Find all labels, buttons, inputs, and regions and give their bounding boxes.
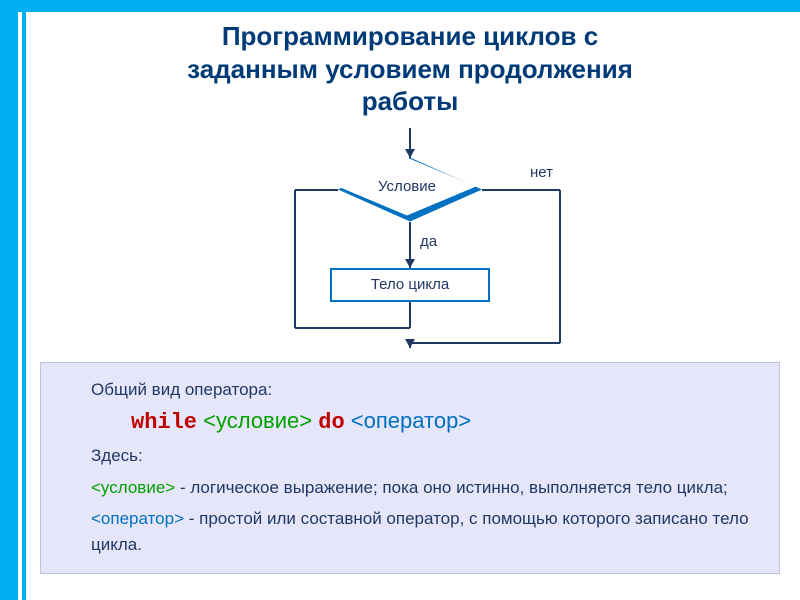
flow-line (295, 189, 338, 191)
title-line1: Программирование циклов с (222, 21, 598, 51)
do-keyword: do (318, 410, 344, 435)
yes-label: да (420, 233, 437, 250)
operator-placeholder: <оператор> (351, 408, 471, 433)
flow-line (295, 327, 410, 329)
while-keyword: while (131, 410, 197, 435)
arrowhead-icon (405, 339, 415, 348)
no-label: нет (530, 164, 553, 181)
cond-rest: - логическое выражение; пока оно истинно… (175, 478, 728, 497)
op-rest: - простой или составной оператор, с помо… (91, 509, 749, 554)
arrowhead-icon (405, 259, 415, 268)
title-line2: заданным условием продолжения (187, 54, 633, 84)
here-label: Здесь: (91, 443, 759, 469)
op-key: <оператор> (91, 509, 184, 528)
left-accent-stripe-thin (22, 0, 26, 600)
cond-desc: <условие> - логическое выражение; пока о… (91, 475, 759, 501)
loop-body-rect: Тело цикла (330, 268, 490, 302)
slide-content: Программирование циклов сзаданным услови… (40, 20, 780, 590)
syntax-heading: Общий вид оператора: (91, 377, 759, 403)
syntax-info-box: Общий вид оператора:while <условие> do <… (40, 362, 780, 575)
top-accent-band (0, 0, 800, 12)
op-desc: <оператор> - простой или составной опера… (91, 506, 759, 557)
slide-title: Программирование циклов сзаданным услови… (40, 20, 780, 118)
flow-line (294, 190, 296, 328)
condition-diamond: Условие (338, 158, 482, 222)
condition-placeholder: <условие> (203, 408, 312, 433)
title-line3: работы (362, 86, 459, 116)
flow-line (410, 342, 560, 344)
syntax-line: while <условие> do <оператор> (91, 404, 759, 439)
left-accent-stripe (0, 0, 18, 600)
flowchart: Условие Тело цикла да нет (210, 128, 610, 348)
flow-line (482, 189, 560, 191)
flow-line (409, 302, 411, 328)
condition-label: Условие (338, 158, 476, 216)
arrowhead-icon (405, 149, 415, 158)
cond-key: <условие> (91, 478, 175, 497)
flow-line (559, 190, 561, 343)
